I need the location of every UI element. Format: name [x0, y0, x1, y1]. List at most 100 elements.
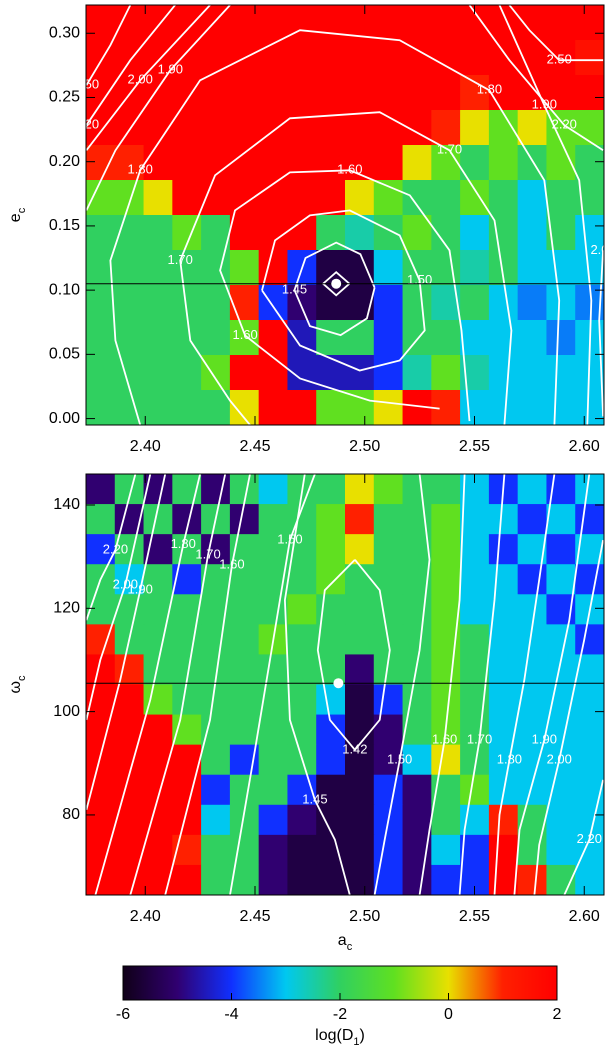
colorbar-tick-label: 2: [553, 1006, 562, 1023]
heat-cell: [229, 285, 260, 321]
x-tick-label: 2.40: [130, 908, 161, 925]
heat-cell: [488, 684, 519, 716]
contour-line: [293, 241, 376, 337]
heat-cell: [431, 250, 461, 286]
heat-cell: [402, 145, 432, 181]
heat-cell: [546, 504, 576, 535]
heat-cell: [402, 75, 432, 111]
heat-cell: [316, 320, 346, 356]
heat-cell: [287, 594, 317, 625]
heat-cell: [431, 320, 461, 356]
heat-cell: [345, 624, 375, 656]
contour-label: 2.50: [547, 52, 572, 67]
heat-cell: [373, 110, 404, 146]
contour-label: 1.90: [158, 62, 183, 77]
contour-label: 2.00: [113, 576, 138, 591]
heat-cell: [546, 834, 576, 866]
heat-cell: [460, 504, 490, 535]
heat-cell: [172, 180, 202, 216]
heat-cell: [201, 744, 231, 776]
heat-cell: [488, 564, 519, 595]
heat-cell: [201, 250, 231, 286]
heat-cell: [345, 40, 375, 76]
heat-cell: [201, 624, 231, 656]
heat-cell: [517, 504, 548, 535]
heat-cell: [345, 390, 375, 425]
heat-cell: [201, 285, 231, 321]
heat-cell: [373, 774, 404, 806]
heat-cell: [345, 774, 375, 806]
heat-cell: [345, 320, 375, 356]
x-tick-label: 2.50: [349, 438, 380, 455]
heat-cell: [575, 804, 604, 836]
contour-line: [86, 5, 604, 417]
heat-cell: [143, 534, 173, 565]
contour-label: 1.45: [282, 282, 307, 297]
heat-cell: [517, 564, 548, 595]
heat-cell: [402, 285, 432, 321]
heat-cell: [316, 774, 346, 806]
heat-cell: [460, 534, 490, 565]
heat-cell: [488, 744, 519, 776]
contour-line: [86, 5, 604, 86]
heat-cell: [546, 180, 576, 216]
heat-cell: [345, 714, 375, 746]
heat-cell: [86, 110, 116, 146]
heat-cell: [431, 355, 461, 391]
contour-label: 1.90: [532, 731, 557, 746]
heat-cell: [86, 215, 116, 251]
heat-cell: [517, 320, 548, 356]
x-tick-label: 2.40: [130, 438, 161, 455]
heat-cell: [402, 250, 432, 286]
y-tick-label: 0.25: [49, 89, 80, 106]
heat-cell: [402, 864, 432, 895]
heat-cell: [114, 684, 145, 716]
contour-label: 1.90: [128, 582, 153, 597]
heat-cell: [172, 145, 202, 181]
heat-cell: [345, 75, 375, 111]
heat-cell: [517, 5, 548, 41]
heat-cell: [431, 684, 461, 716]
y-tick-label: 140: [53, 496, 80, 513]
heat-cell: [488, 180, 519, 216]
heat-cell: [575, 215, 604, 251]
heat-cell: [488, 804, 519, 836]
heat-cell: [431, 504, 461, 535]
heat-cell: [229, 624, 260, 656]
contour-label: 2.20: [577, 831, 602, 846]
heat-cell: [488, 624, 519, 656]
plot-frame: [85, 473, 605, 896]
heat-cell: [201, 534, 231, 565]
heat-cell: [345, 564, 375, 595]
heat-cell: [517, 474, 548, 505]
heat-cell: [575, 504, 604, 535]
heat-cell: [258, 744, 289, 776]
heat-cell: [172, 355, 202, 391]
heat-cell: [345, 504, 375, 535]
heat-cell: [143, 864, 173, 895]
heat-cell: [546, 774, 576, 806]
colorbar-tick-label: -4: [224, 1006, 238, 1023]
y-tick-label: 0.05: [49, 346, 80, 363]
heat-cell: [517, 774, 548, 806]
heat-cell: [460, 834, 490, 866]
heat-cell: [258, 714, 289, 746]
heat-cell: [114, 320, 145, 356]
contour-line: [229, 474, 316, 895]
heat-cell: [546, 250, 576, 286]
heat-cell: [373, 75, 404, 111]
contour-line: [493, 474, 556, 895]
heat-cell: [402, 804, 432, 836]
heat-cell: [546, 390, 576, 425]
heat-cell: [460, 564, 490, 595]
heat-cell: [143, 355, 173, 391]
heat-cell: [488, 285, 519, 321]
heat-cell: [460, 714, 490, 746]
heat-cell: [345, 804, 375, 836]
heat-cell: [488, 355, 519, 391]
heat-cell: [460, 774, 490, 806]
heat-cell: [546, 5, 576, 41]
heat-cell: [143, 250, 173, 286]
x-tick-label: 2.60: [569, 908, 600, 925]
plot-area: 1.45 1.50 1.60 1.60 1.70 1.70 1.80 1.80 1.90 1.90…: [86, 5, 604, 425]
